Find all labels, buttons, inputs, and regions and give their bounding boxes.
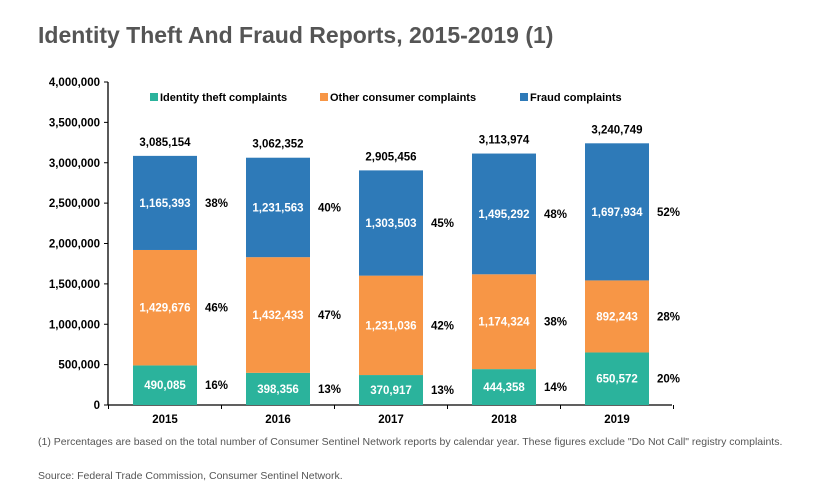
percent-label: 13% <box>431 385 454 397</box>
bar-segment <box>133 365 197 405</box>
data-label: 650,572 <box>596 374 638 386</box>
total-label: 2,905,456 <box>365 151 416 163</box>
percent-label: 47% <box>318 310 341 322</box>
percent-label: 38% <box>544 317 567 329</box>
y-tick-label: 1,500,000 <box>49 279 100 291</box>
footnote: (1) Percentages are based on the total n… <box>38 436 783 448</box>
bar-segment <box>472 369 536 405</box>
total-label: 3,240,749 <box>591 124 642 136</box>
data-label: 1,429,676 <box>139 303 190 315</box>
bar-segment <box>472 153 536 275</box>
percent-label: 38% <box>205 198 228 210</box>
bar-segment <box>133 155 197 250</box>
percent-label: 20% <box>657 374 680 386</box>
x-tick-label: 2018 <box>491 414 517 426</box>
legend-label: Fraud complaints <box>530 92 622 104</box>
data-label: 398,356 <box>257 384 299 396</box>
percent-label: 45% <box>431 218 454 230</box>
bar-segment <box>246 257 310 373</box>
percent-label: 14% <box>544 382 567 394</box>
x-tick-label: 2016 <box>265 414 291 426</box>
total-label: 3,085,154 <box>139 137 191 149</box>
bar-segment <box>472 274 536 370</box>
bar-segment <box>359 375 423 405</box>
bar-segment <box>585 352 649 405</box>
data-label: 1,495,292 <box>478 209 529 221</box>
y-tick-label: 3,500,000 <box>49 117 100 129</box>
x-tick-label: 2015 <box>152 414 178 426</box>
y-tick-label: 4,000,000 <box>49 77 100 89</box>
y-tick-label: 2,500,000 <box>49 198 100 210</box>
legend-label: Identity theft complaints <box>160 92 287 104</box>
legend-swatch <box>320 93 328 101</box>
percent-label: 42% <box>431 320 454 332</box>
total-label: 3,062,352 <box>252 139 303 151</box>
percent-label: 28% <box>657 311 680 323</box>
x-tick-label: 2019 <box>604 414 630 426</box>
data-label: 1,165,393 <box>139 198 190 210</box>
percent-label: 16% <box>205 380 228 392</box>
legend-swatch <box>520 93 528 101</box>
data-label: 1,303,503 <box>365 218 416 230</box>
percent-label: 48% <box>544 209 567 221</box>
percent-label: 52% <box>657 207 680 219</box>
y-tick-label: 500,000 <box>58 360 100 372</box>
y-tick-label: 3,000,000 <box>49 158 100 170</box>
bar-segment <box>246 157 310 258</box>
stacked-bar-chart: 0 500,000 1,000,000 1,500,000 2,000,000 2,500… <box>49 77 680 426</box>
percent-label: 13% <box>318 384 341 396</box>
bar-segment <box>133 249 197 366</box>
data-label: 1,174,324 <box>478 317 530 329</box>
bar-segment <box>359 275 423 376</box>
y-tick-label: 0 <box>94 400 100 412</box>
data-label: 490,085 <box>144 380 186 392</box>
y-tick-label: 1,000,000 <box>49 319 100 331</box>
bar-segment <box>585 143 649 281</box>
data-label: 444,358 <box>483 382 525 394</box>
percent-label: 46% <box>205 303 228 315</box>
bar-segment <box>585 280 649 353</box>
chart-title: Identity Theft And Fraud Reports, 2015-2… <box>38 22 554 48</box>
bar-segment <box>359 170 423 276</box>
legend-swatch <box>150 93 158 101</box>
data-label: 1,231,036 <box>365 320 416 332</box>
total-label: 3,113,974 <box>479 135 530 147</box>
x-tick-label: 2017 <box>378 414 404 426</box>
bar-segment <box>246 372 310 405</box>
legend-label: Other consumer complaints <box>330 92 476 104</box>
data-label: 1,432,433 <box>252 310 303 322</box>
data-label: 1,231,563 <box>252 202 303 214</box>
data-label: 370,917 <box>370 385 412 397</box>
percent-label: 40% <box>318 202 341 214</box>
source-note: Source: Federal Trade Commission, Consum… <box>38 470 343 482</box>
y-tick-label: 2,000,000 <box>49 239 100 251</box>
data-label: 1,697,934 <box>591 207 643 219</box>
data-label: 892,243 <box>596 311 638 323</box>
